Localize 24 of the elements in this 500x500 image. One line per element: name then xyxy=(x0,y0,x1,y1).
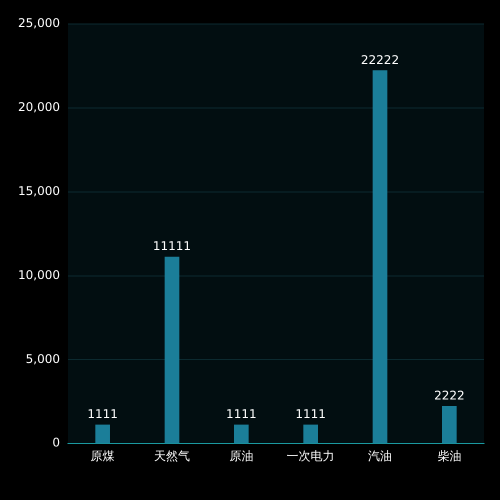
x-tick-label: 原煤 xyxy=(90,448,115,463)
x-tick-label: 柴油 xyxy=(437,448,462,463)
data-label: 22222 xyxy=(360,52,400,67)
y-tick-label: 5,000 xyxy=(26,352,60,366)
x-tick-label: 一次电力 xyxy=(286,448,335,463)
data-label: 1111 xyxy=(87,407,118,422)
y-tick-label: 20,000 xyxy=(18,100,60,114)
x-tick-label: 汽油 xyxy=(368,448,392,463)
bar xyxy=(442,406,457,444)
data-label: 1111 xyxy=(226,407,257,422)
bar xyxy=(303,424,318,444)
y-tick-label: 0 xyxy=(52,436,60,450)
bar xyxy=(372,70,388,444)
y-tick-label: 25,000 xyxy=(18,16,60,30)
data-label: 1111 xyxy=(295,407,326,422)
data-label: 11111 xyxy=(152,239,192,254)
bar xyxy=(234,424,249,444)
data-label: 2222 xyxy=(434,388,465,402)
x-tick-label: 原油 xyxy=(229,448,254,463)
y-tick-label: 10,000 xyxy=(18,268,60,282)
y-tick-label: 15,000 xyxy=(18,184,60,198)
bar xyxy=(95,424,110,444)
x-tick-label: 天然气 xyxy=(154,448,190,463)
bar xyxy=(164,256,180,444)
